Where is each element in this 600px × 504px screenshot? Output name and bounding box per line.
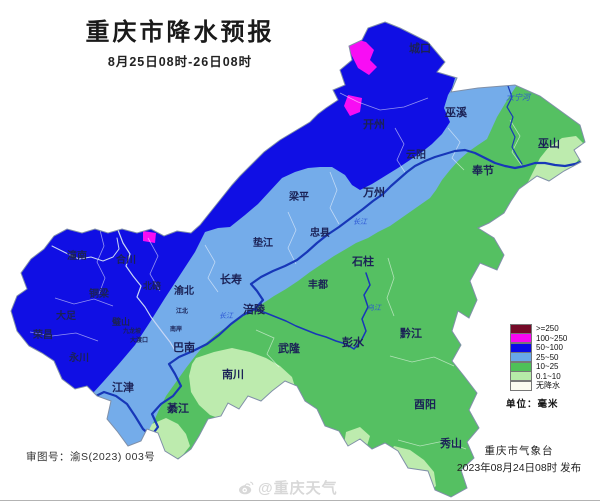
county-boundary-line xyxy=(339,92,429,111)
legend-rows: >=250 100~250 50~100 25~50 10~25 0.1~10 无降水 xyxy=(510,323,568,391)
river-label: 乌江 xyxy=(367,304,382,312)
district-label: 开州 xyxy=(363,118,385,131)
district-label: 石柱 xyxy=(351,254,374,268)
district-label: 渝北 xyxy=(174,284,194,297)
county-boundary-line xyxy=(397,439,467,450)
legend: >=250 100~250 50~100 25~50 10~25 0.1~10 无降水 单位… xyxy=(506,323,568,410)
page-title: 重庆市降水预报 xyxy=(85,17,275,46)
county-boundary-line xyxy=(389,355,455,367)
legend-swatch xyxy=(510,371,532,382)
district-label: 巫溪 xyxy=(445,105,468,119)
patch-100-250mm-chengkou-1 xyxy=(348,38,377,75)
legend-label: 无降水 xyxy=(536,381,560,391)
legend-label: 0.1~10 xyxy=(536,371,561,381)
legend-row: 50~100 xyxy=(510,342,567,353)
county-boundary-line xyxy=(204,244,219,293)
district-label: 秀山 xyxy=(439,436,462,450)
legend-label: 25~50 xyxy=(536,352,559,362)
district-label: 巫山 xyxy=(538,136,560,150)
district-label: 长寿 xyxy=(220,272,242,286)
yangtze-river xyxy=(90,148,585,438)
district-label: 忠县 xyxy=(310,226,330,239)
legend-label: 10~25 xyxy=(536,362,559,372)
district-label: 云阳 xyxy=(406,149,426,161)
daning-river xyxy=(506,85,523,165)
county-boundary-line xyxy=(386,257,395,317)
watermark-text: @重庆天气 xyxy=(258,480,338,497)
legend-swatch xyxy=(510,333,532,344)
county-boundary-line xyxy=(96,229,106,295)
county-boundary-line xyxy=(29,331,99,342)
legend-swatch xyxy=(510,323,532,334)
weibo-icon xyxy=(239,481,254,494)
municipality-border xyxy=(10,21,586,498)
bottom-border-line xyxy=(0,500,600,501)
district-label: 荣昌 xyxy=(32,328,53,341)
district-label: 巴南 xyxy=(173,340,195,354)
district-label: 梁平 xyxy=(288,190,309,203)
district-label: 垫江 xyxy=(253,236,273,249)
district-label: 黔江 xyxy=(400,326,422,340)
legend-label: >=250 xyxy=(536,324,559,334)
district-label: 合川 xyxy=(115,253,136,266)
issue-time: 2023年08月24日08时 发布 xyxy=(456,462,582,474)
legend-swatch xyxy=(510,380,532,391)
district-label: 北碚 xyxy=(143,280,161,291)
map-license-number: 审图号：渝S(2023) 003号 xyxy=(26,451,156,463)
legend-row: 100~250 xyxy=(510,333,568,344)
district-label: 彭水 xyxy=(342,335,365,349)
patch-100-250mm-hechuan xyxy=(143,231,156,243)
district-label: 南岸 xyxy=(170,325,182,333)
legend-label: 100~250 xyxy=(536,333,568,343)
district-label: 酉阳 xyxy=(414,397,436,411)
header: 重庆市降水预报 8月25日08时-26日08时 xyxy=(30,12,330,70)
jialing-river xyxy=(117,229,177,353)
issuing-agency: 重庆市气象台 2023年08月24日08时 发布 xyxy=(440,443,598,475)
district-label: 南川 xyxy=(222,367,244,381)
county-boundary-line xyxy=(287,211,297,265)
district-label: 铜梁 xyxy=(89,287,110,300)
forecast-period: 8月25日08时-26日08时 xyxy=(107,55,253,69)
county-boundary-line xyxy=(329,171,340,225)
legend-swatch xyxy=(510,352,532,363)
legend-row: 无降水 xyxy=(510,380,567,391)
legend-row: 25~50 xyxy=(510,352,567,363)
county-boundary-line xyxy=(394,127,407,175)
district-label: 江津 xyxy=(112,380,134,394)
district-label: 九龙坡 xyxy=(122,327,141,335)
district-label: 万州 xyxy=(362,186,385,199)
river-label: 长江 xyxy=(219,312,234,320)
legend-unit-label: 单位：毫米 xyxy=(506,398,559,410)
county-boundary-line xyxy=(255,329,280,368)
watermark: @重庆天气 xyxy=(238,477,338,498)
district-label: 大足 xyxy=(56,309,77,322)
district-label: 永川 xyxy=(68,351,89,364)
county-boundary-line xyxy=(54,297,114,307)
county-boundary-line xyxy=(509,119,523,167)
district-label: 涪陵 xyxy=(243,302,266,316)
district-label: 武隆 xyxy=(278,341,301,355)
county-boundary-line xyxy=(147,237,161,292)
legend-swatch xyxy=(510,342,532,353)
district-label: 奉节 xyxy=(471,163,494,177)
fujiang-river xyxy=(51,237,120,262)
legend-swatch xyxy=(510,361,532,372)
district-label: 大渡口 xyxy=(130,336,148,344)
river-label: 大宁河 xyxy=(506,93,532,102)
legend-label: 50~100 xyxy=(536,343,563,353)
district-label: 潼南 xyxy=(67,249,87,262)
patch-100-250mm-kaizhou xyxy=(344,95,362,116)
agency-name: 重庆市气象台 xyxy=(484,445,554,457)
wujiang-river xyxy=(254,272,371,350)
district-label: 江北 xyxy=(176,307,188,315)
district-label: 城口 xyxy=(409,41,431,55)
district-label: 璧山 xyxy=(111,316,130,327)
district-label: 丰都 xyxy=(308,278,328,291)
legend-row: 10~25 xyxy=(510,361,567,372)
river-label: 长江 xyxy=(353,218,368,226)
district-label: 綦江 xyxy=(166,401,189,415)
legend-row: >=250 xyxy=(510,323,567,334)
